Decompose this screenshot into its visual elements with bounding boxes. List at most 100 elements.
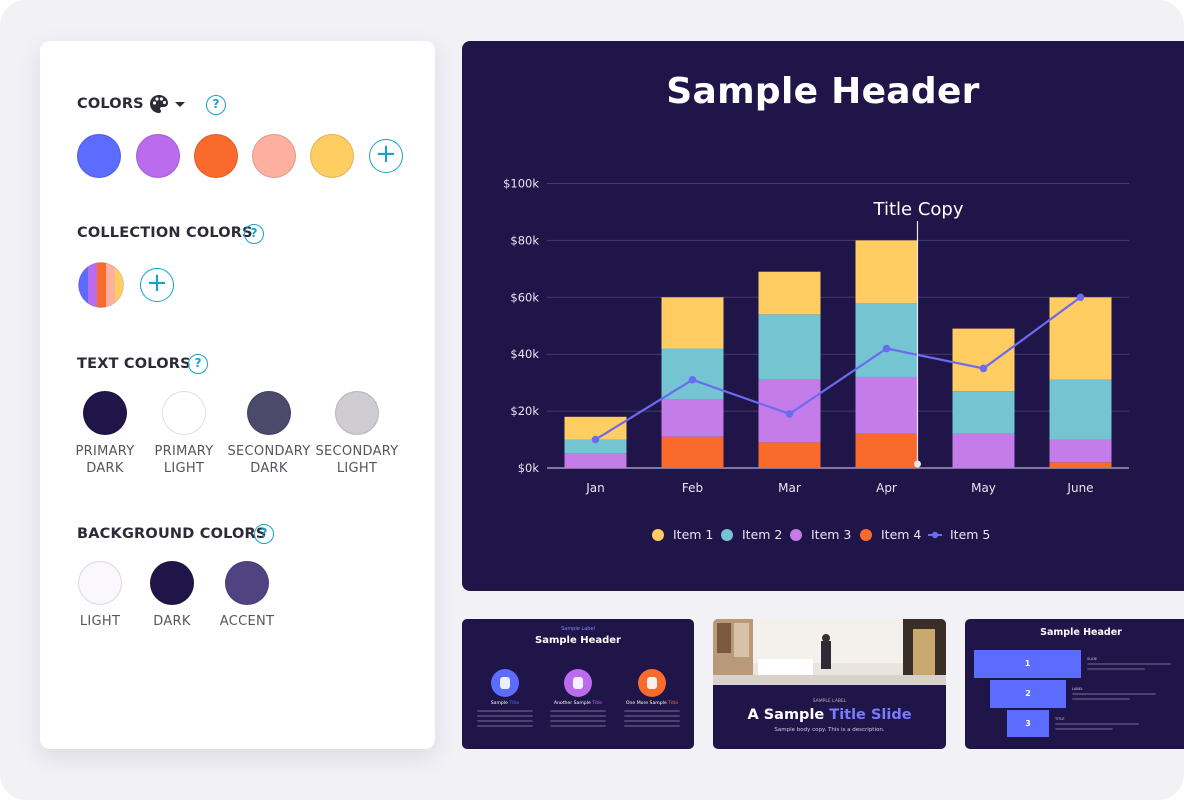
line-point (591, 435, 600, 444)
x-tick-label: Feb (682, 481, 703, 495)
bar-segment (758, 314, 821, 380)
slide-title: Sample Header (666, 71, 980, 112)
bar-segment (564, 416, 627, 440)
bar-segment (564, 439, 627, 454)
feature-title-plain: Another Sample (553, 701, 593, 706)
background-swatch-label-light: LIGHT (79, 614, 121, 629)
color-swatch-yellow[interactable] (310, 134, 354, 178)
legend-label: Item 1 (673, 527, 713, 542)
line-point (688, 376, 697, 384)
feature-title-accent: Title (668, 701, 679, 706)
x-tick-label: June (1066, 481, 1093, 495)
text-swatch-label-secondary-dark: SECONDARY DARK (224, 443, 314, 477)
y-tick-label: $0k (518, 461, 540, 475)
collection-help-icon[interactable]: ? (244, 224, 264, 244)
annotation-handle (914, 460, 921, 468)
feature-title-accent: Title (592, 701, 603, 706)
feature-title: Another Sample Title (538, 701, 618, 706)
text-placeholder-line (550, 715, 606, 717)
text-placeholder-line (1072, 693, 1156, 695)
office-photo (713, 619, 946, 685)
text-swatch-primary-light[interactable] (162, 391, 206, 435)
thumbnail-slide-icons[interactable]: Sample Label Sample Header Sample Title A… (462, 619, 694, 749)
bar-segment (855, 240, 918, 303)
text-placeholder-line (1087, 663, 1171, 665)
t2-title: A Sample Title Slide (713, 707, 946, 723)
add-collection-button[interactable]: + (140, 268, 174, 302)
text-placeholder-line (624, 715, 680, 717)
color-swatch-orange[interactable] (194, 134, 238, 178)
legend-marker (860, 529, 872, 541)
x-tick-label: May (971, 481, 996, 495)
text-placeholder-line (550, 725, 606, 727)
add-color-button[interactable]: + (369, 139, 403, 173)
y-tick-label: $80k (510, 233, 539, 247)
feature-title: Sample Title (465, 701, 545, 706)
background-swatch-light[interactable] (78, 561, 122, 605)
bar-segment (1049, 462, 1112, 468)
text-placeholder-line (1087, 668, 1145, 670)
y-tick-label: $60k (510, 290, 539, 304)
thumbnail-title-slide[interactable]: SAMPLE LABEL A Sample Title Slide Sample… (713, 619, 946, 749)
funnel-step: 1 (974, 650, 1081, 678)
bar-segment (1049, 439, 1112, 463)
stacked-bar-chart: $0k $20k $40k $60k $80k $100k Jan Feb Mar Apr May J… (503, 177, 1129, 542)
label-line-2: DARK (250, 461, 288, 476)
feature-title-accent: Title (509, 701, 520, 706)
background-swatch-accent[interactable] (225, 561, 269, 605)
bar-segment (661, 348, 724, 400)
text-swatch-secondary-dark[interactable] (247, 391, 291, 435)
bar-segment (1049, 297, 1112, 380)
text-colors-title: TEXT COLORS (77, 356, 191, 372)
collection-colors-title: COLLECTION COLORS (77, 225, 253, 241)
legend-marker (721, 529, 733, 541)
t1-title: Sample Header (535, 635, 621, 646)
colors-help-icon[interactable]: ? (206, 95, 226, 115)
text-placeholder-line (624, 720, 680, 722)
line-point (882, 344, 891, 353)
feature-title-plain: Sample (490, 701, 510, 706)
text-swatch-primary-dark[interactable] (83, 391, 127, 435)
bar-segment (952, 433, 1015, 468)
label-line-2: LIGHT (336, 461, 378, 476)
text-colors-help-icon[interactable]: ? (188, 354, 208, 374)
collection-swatch[interactable] (78, 262, 124, 308)
text-placeholder-line (1055, 728, 1113, 730)
annotation-label: Title Copy (873, 199, 964, 220)
bar-segment (758, 442, 821, 468)
x-tick-label: Jan (585, 481, 605, 495)
background-colors-title: BACKGROUND COLORS (77, 526, 267, 542)
text-placeholder-line (1072, 698, 1130, 700)
y-tick-label: $20k (510, 404, 539, 418)
funnel-step-label: TITLE (1055, 717, 1065, 721)
background-swatch-label-dark: DARK (153, 614, 191, 629)
text-swatch-label-primary-dark: PRIMARY DARK (60, 443, 150, 477)
text-placeholder-line (624, 725, 680, 727)
bar-segment (952, 391, 1015, 434)
text-swatch-secondary-light[interactable] (335, 391, 379, 435)
bar-segment (855, 302, 918, 377)
bar-segment (661, 297, 724, 349)
color-swatch-purple[interactable] (136, 134, 180, 178)
text-placeholder-line (624, 710, 680, 712)
label-line-1: PRIMARY (75, 444, 135, 459)
funnel-step-label: SLIDE (1087, 657, 1098, 661)
background-help-icon[interactable]: ? (254, 524, 274, 544)
text-placeholder-line (550, 720, 606, 722)
bar-segment (855, 433, 918, 468)
color-swatch-blue[interactable] (77, 134, 121, 178)
funnel-step: 2 (990, 680, 1066, 708)
bar-segment (1049, 379, 1112, 440)
feature-title: One More Sample Title (612, 701, 692, 706)
feature-glyph-icon (500, 677, 510, 689)
bar-segment (564, 453, 627, 468)
palette-icon[interactable] (149, 94, 187, 114)
color-swatch-peach[interactable] (252, 134, 296, 178)
label-line-1: SECONDARY (315, 444, 399, 459)
main-slide-preview[interactable]: Sample Header $0k $20k $40k $60k $80k $100k Ja… (462, 41, 1184, 591)
background-swatch-dark[interactable] (150, 561, 194, 605)
y-tick-label: $40k (510, 347, 539, 361)
thumbnail-funnel-slide[interactable]: Sample Header 1 SLIDE 2 LABEL 3 TITLE (965, 619, 1184, 749)
legend-marker (652, 529, 664, 541)
feature-title-plain: One More Sample (625, 701, 669, 706)
